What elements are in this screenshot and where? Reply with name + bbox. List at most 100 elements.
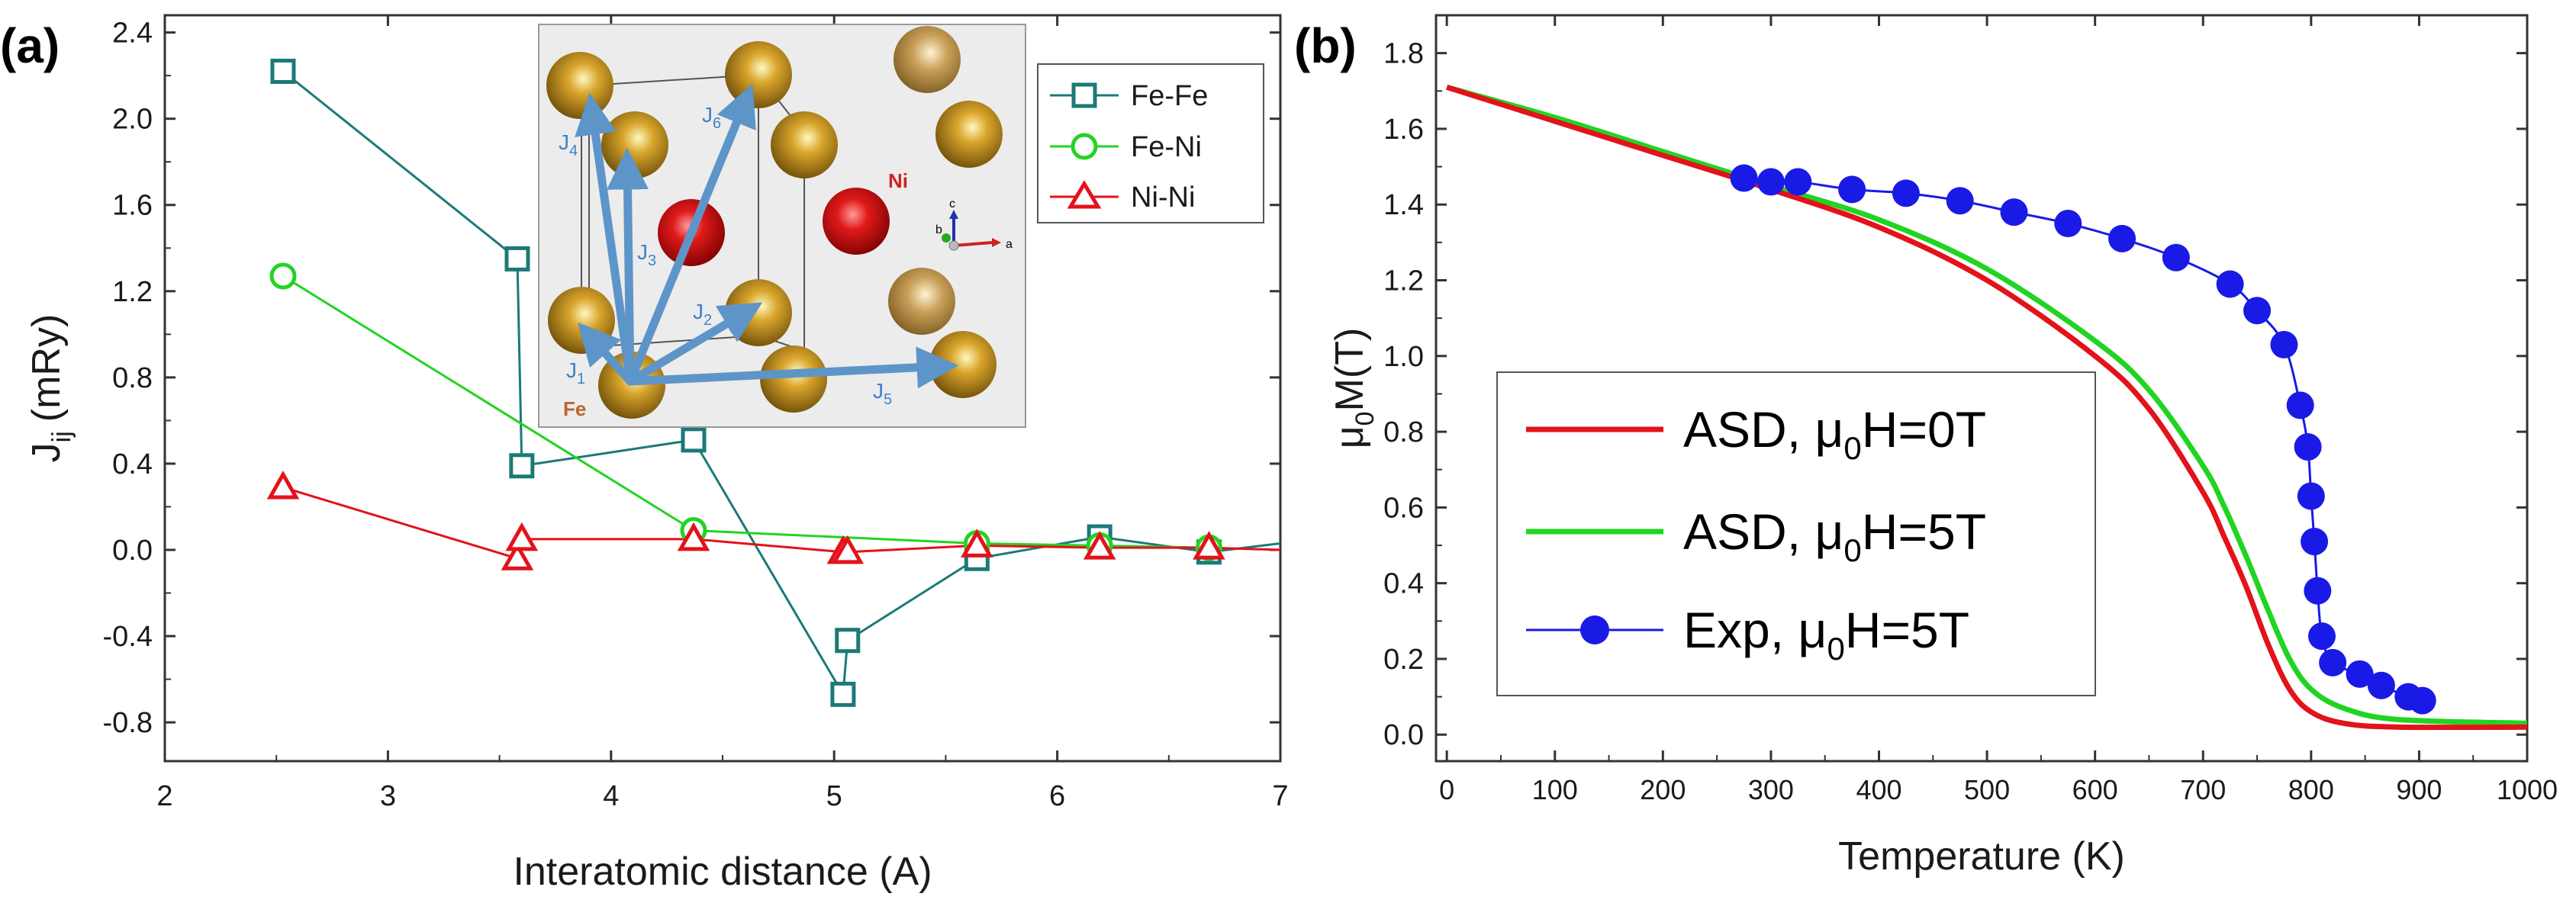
data-point-ni-ni (961, 529, 993, 558)
panel-b-series (1446, 84, 2528, 731)
legend-fefe-label: Fe-Fe (1131, 80, 1208, 112)
arrow-j3 (607, 147, 649, 386)
data-point-fe-ni (269, 262, 297, 290)
x-tick-label: 900 (2396, 774, 2442, 805)
x-tick-label: 7 (1272, 780, 1288, 812)
panel-a-series (266, 58, 1281, 707)
x-tick-label: 200 (1640, 774, 1686, 805)
fe-atom (935, 101, 1003, 168)
x-tick-label: 300 (1748, 774, 1794, 805)
data-point-exp (2000, 198, 2028, 227)
y-tick-label: -0.8 (103, 707, 153, 739)
fe-atom (771, 111, 838, 178)
data-point-exp (2297, 482, 2325, 510)
arrow-j5 (626, 346, 959, 389)
arrow-j2 (626, 302, 763, 386)
x-tick-label: 0 (1439, 774, 1454, 805)
x-tick-label: 600 (2072, 774, 2118, 805)
x-tick-label: 400 (1856, 774, 1901, 805)
crystal-axes-icon: a b c (935, 198, 1013, 251)
x-tick-label: 6 (1049, 780, 1065, 812)
series-line-ni-ni (282, 486, 1281, 561)
panel-b-frame (1435, 14, 2529, 763)
fe-atom (725, 279, 792, 346)
data-point-ni-ni (1083, 531, 1116, 560)
data-point-exp (2108, 224, 2136, 252)
data-point-exp (2294, 432, 2322, 461)
fe-atom (548, 287, 615, 354)
arrow-j1 (578, 322, 635, 386)
data-point-exp (2243, 297, 2272, 325)
legend-exp-label: Exp, μ0H=5T (1683, 602, 1969, 667)
data-point-ni-ni (501, 541, 534, 570)
panel-a-label: (a) (0, 18, 60, 73)
x-tick-label: 4 (603, 780, 619, 812)
data-point-ni-ni (505, 522, 539, 551)
data-point-ni-ni (266, 470, 300, 500)
x-tick-label: 100 (1532, 774, 1578, 805)
y-tick-label: 1.6 (112, 190, 153, 222)
svg-text:a: a (1006, 238, 1013, 251)
panel-a-ticks: 2 3 4 5 6 7 2.4 2.0 1.6 1.2 0.8 0.4 0.0 -0.4 -0.8 (103, 15, 1289, 812)
arrow-j6 (626, 83, 756, 386)
j6-label: J6 (702, 103, 721, 132)
y-tick-label: 0.4 (112, 448, 153, 480)
y-tick-label: 2.0 (112, 104, 153, 136)
data-point-exp (2346, 660, 2374, 688)
x-tick-label: 5 (826, 780, 842, 812)
data-point-fe-fe (830, 681, 856, 707)
data-point-fe-fe (504, 246, 530, 272)
panel-b-xlabel: Temperature (K) (1838, 834, 2125, 879)
data-point-ni-ni (677, 522, 710, 551)
fe-label: Fe (563, 397, 586, 420)
j2-label: J2 (693, 300, 712, 329)
data-point-exp (2319, 648, 2347, 676)
y-tick-label: 1.4 (1383, 189, 1424, 221)
data-point-ni-ni (1193, 531, 1225, 560)
data-point-exp (2408, 686, 2436, 715)
data-point-fe-fe (835, 628, 861, 654)
y-tick-label: 0.8 (1383, 416, 1424, 448)
ni-label: Ni (888, 169, 908, 192)
svg-text:Jij(mRy): Jij(mRy) (24, 314, 76, 463)
x-tick-label: 700 (2180, 774, 2226, 805)
data-point-fe-fe (681, 427, 707, 453)
data-point-exp (1784, 168, 1812, 196)
legend-feni-marker (1071, 133, 1098, 160)
panel-a-legend: Fe-Fe Fe-Ni Ni-Ni (1037, 63, 1264, 223)
data-point-fe-fe (270, 58, 296, 84)
x-tick-label: 3 (380, 780, 396, 812)
y-tick-label: 0.0 (112, 535, 153, 567)
y-tick-label: 1.6 (1383, 114, 1424, 146)
svg-text:b: b (935, 223, 942, 236)
y-tick-label: 0.8 (112, 362, 153, 394)
fe-atom (888, 268, 955, 335)
j5-label: J5 (873, 379, 892, 408)
panel-b-ylabel: μ0M(T) (1328, 328, 1380, 449)
data-point-exp (1757, 168, 1785, 196)
fe-atom (601, 111, 668, 178)
series-line-fe-fe (282, 70, 1281, 699)
data-point-exp (2270, 330, 2298, 358)
exchange-arrows (575, 83, 959, 389)
data-point-fe-fe (509, 453, 535, 479)
panel-b-ticks: 0 100 200 300 400 500 600 700 800 900 1000 1.8 1.6 1.… (1383, 15, 2558, 805)
j1-label: J1 (566, 358, 585, 387)
series-line-asd-5t (1446, 84, 2528, 726)
x-tick-label: 1000 (2497, 774, 2558, 805)
data-point-exp (1838, 175, 1866, 204)
panel-b-legend: ASD, μ0H=0T ASD, μ0H=5T Exp, μ0H=5T (1496, 371, 2096, 696)
fe-atom (894, 26, 961, 93)
crystal-structure-inset: J1 J2 J3 J4 J5 J6 Fe Ni a b c (538, 24, 1026, 428)
fe-atom (725, 41, 792, 108)
y-tick-label: 0.0 (1383, 719, 1424, 751)
legend-nini-label: Ni-Ni (1131, 182, 1195, 214)
x-tick-label: 2 (156, 780, 172, 812)
y-tick-label: 1.2 (1383, 265, 1424, 297)
y-tick-label: -0.4 (103, 621, 153, 653)
fe-atom (760, 345, 827, 413)
data-point-exp (2054, 210, 2082, 238)
y-tick-label: 0.4 (1383, 568, 1424, 600)
legend-fefe-marker (1071, 82, 1097, 108)
